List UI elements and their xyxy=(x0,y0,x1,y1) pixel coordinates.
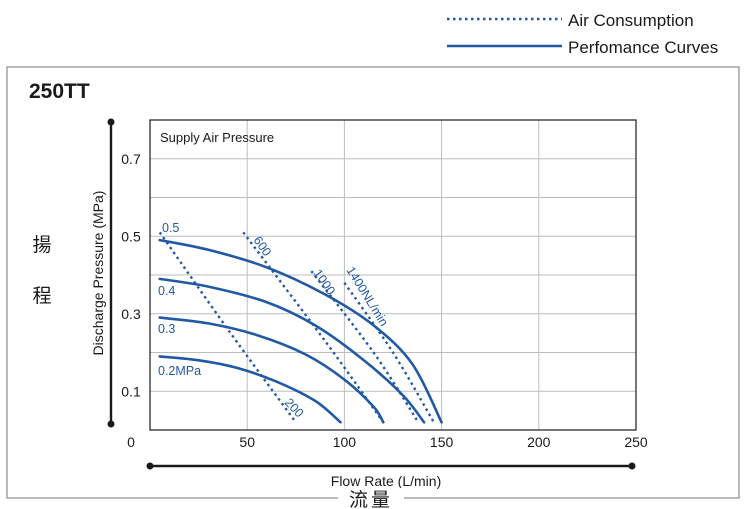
x-axis-cjk-label-background xyxy=(338,488,404,509)
legend-air-consumption-label: Air Consumption xyxy=(568,11,694,30)
x-axis-endpoint-right xyxy=(628,462,636,470)
legend: Air Consumption Perfomance Curves xyxy=(447,11,718,57)
y-axis-endpoint-top xyxy=(107,118,115,126)
y-axis-endpoint-bottom xyxy=(107,420,115,428)
x-axis-endpoint-left xyxy=(146,462,154,470)
x-axis-cjk-label: 流量 xyxy=(349,489,393,509)
air-consumption-curve-label: 600 xyxy=(251,234,274,259)
supply-air-pressure-annotation: Supply Air Pressure xyxy=(160,130,274,145)
x-tick-label: 200 xyxy=(527,434,551,450)
x-tick-label: 0 xyxy=(127,434,135,450)
y-axis-cjk-label-char-1: 揚 xyxy=(32,234,51,256)
y-tick-labels: 0.1 0.3 0.5 0.7 xyxy=(121,151,141,400)
y-tick-label: 0.5 xyxy=(121,228,141,244)
performance-curve-line xyxy=(158,316,385,424)
air-consumption-curve-line xyxy=(343,282,435,423)
air-consumption-curve-label: 1000 xyxy=(311,267,338,298)
performance-curve-line xyxy=(158,355,342,424)
y-axis-cjk-label-char-2: 程 xyxy=(32,285,51,307)
chart-title: 250TT xyxy=(29,80,90,103)
x-tick-label: 50 xyxy=(239,434,255,450)
performance-curve-line xyxy=(158,238,443,424)
performance-curves xyxy=(158,238,443,424)
x-axis: Flow Rate (L/min) xyxy=(146,462,636,489)
air-consumption-curve-line xyxy=(310,270,420,423)
y-axis-label: Discharge Pressure (MPa) xyxy=(90,191,106,356)
x-tick-label: 250 xyxy=(624,434,648,450)
performance-curve-label: 0.3 xyxy=(158,322,175,336)
performance-curve-line xyxy=(158,277,426,424)
y-tick-label: 0.7 xyxy=(121,151,141,167)
y-tick-label: 0.1 xyxy=(121,383,141,399)
air-consumption-curves xyxy=(158,231,435,424)
plot-area-border xyxy=(149,119,637,431)
y-axis: Discharge Pressure (MPa) xyxy=(90,118,115,428)
y-tick-label: 0.3 xyxy=(121,306,141,322)
performance-curve-label: 0.4 xyxy=(158,284,175,298)
legend-performance-curves-label: Perfomance Curves xyxy=(568,38,718,57)
x-tick-label: 100 xyxy=(333,434,357,450)
performance-curve-label: 0.2MPa xyxy=(158,364,201,378)
x-tick-labels: 0 50 100 150 200 250 xyxy=(127,434,648,450)
x-tick-label: 150 xyxy=(430,434,454,450)
x-axis-label: Flow Rate (L/min) xyxy=(331,473,441,489)
air-consumption-curve-label: 200 xyxy=(282,395,306,420)
performance-curve-label: 0.5 xyxy=(162,221,179,235)
